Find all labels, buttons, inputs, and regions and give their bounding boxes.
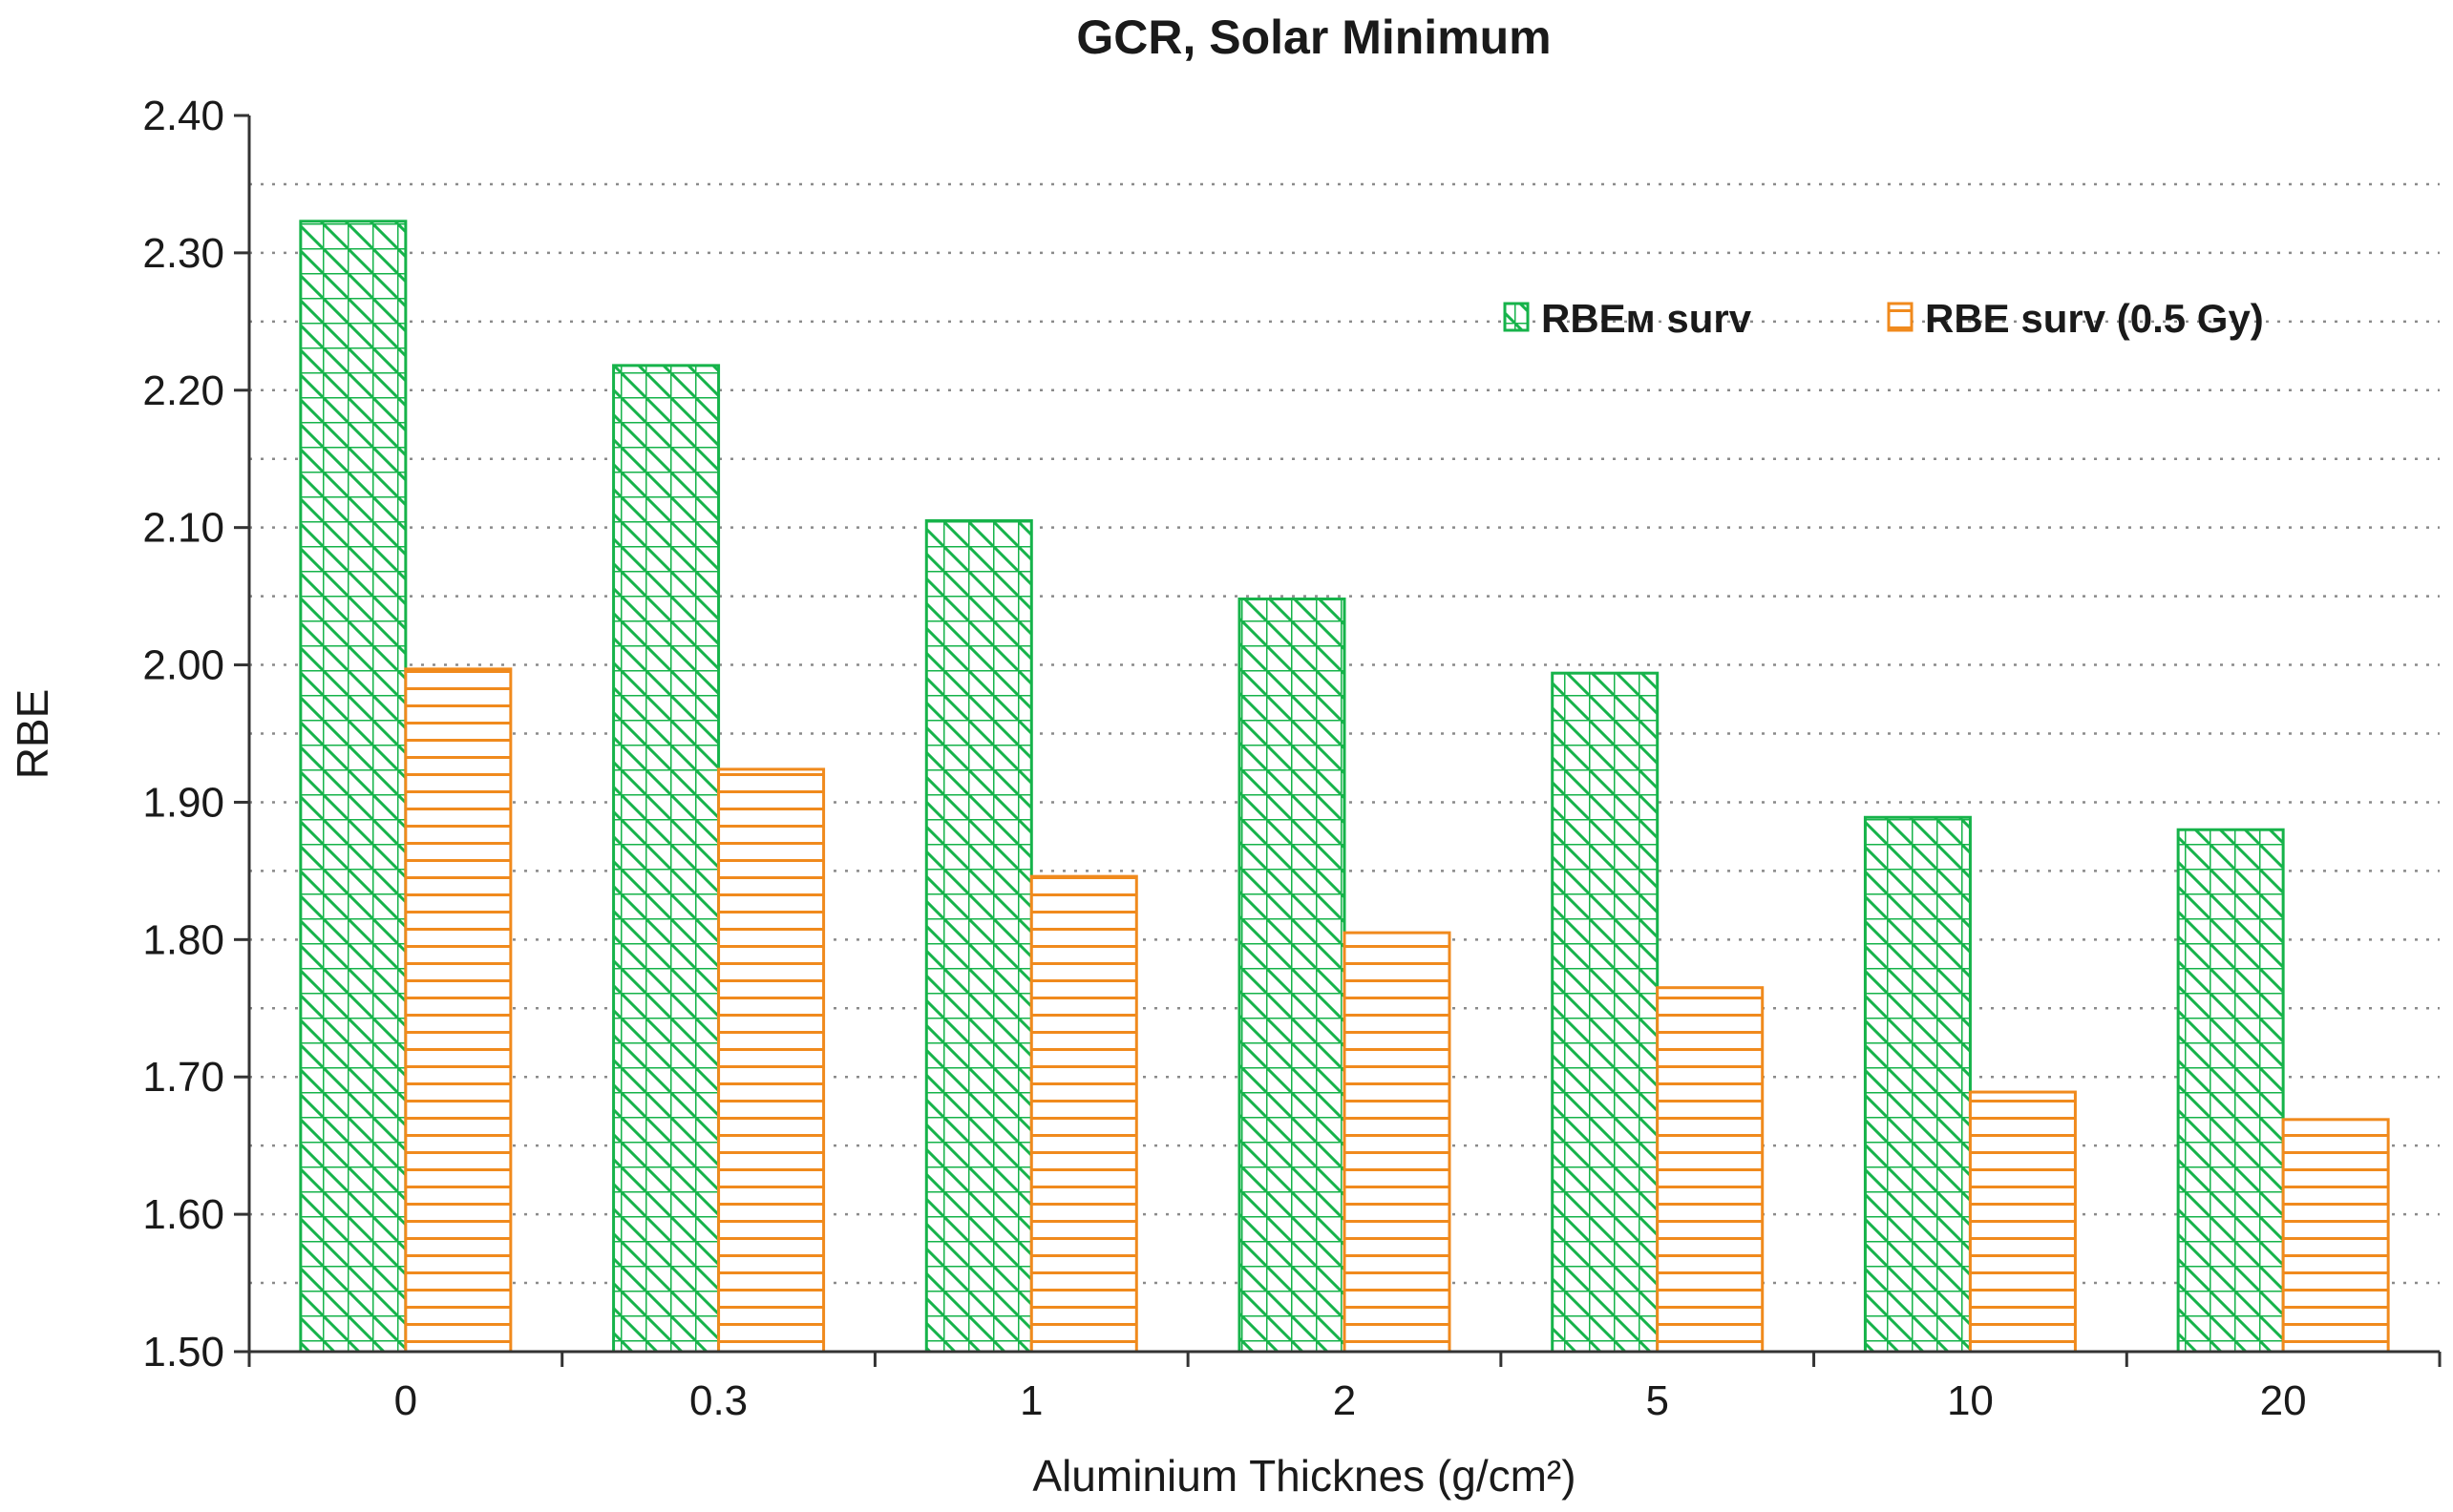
x-tick-label: 2 [1333,1377,1356,1424]
y-tick-label: 2.30 [142,230,224,277]
y-axis-ticks: 1.50 1.60 1.70 1.80 1.90 2.00 2.10 2.20 2.30 2.40 [142,93,249,1376]
legend-label-rbe: RBE surv (0.5 Gy) [1925,296,2264,341]
bar-rbe-surv-05gy [2281,1118,2390,1354]
bar-rbe-surv-05gy [1968,1090,2077,1354]
bar-rbe-surv-05gy [717,767,826,1354]
y-tick-label: 1.50 [142,1329,224,1376]
bar-rbem-surv [1863,815,1972,1354]
x-tick-label: 10 [1947,1377,1994,1424]
x-tick-label: 1 [1020,1377,1043,1424]
chart-title: GCR, Solar Minimum [1076,10,1551,64]
legend-label-rbem: RBEм surv [1541,296,1752,341]
bar-rbem-surv [1237,597,1346,1354]
x-axis-label: Aluminium Thicknes (g/cm²) [1032,1451,1575,1501]
y-tick-label: 1.90 [142,779,224,826]
bars [299,220,2390,1354]
x-tick-label: 20 [2260,1377,2307,1424]
y-tick-label: 2.20 [142,368,224,414]
bar-rbe-surv-05gy [1656,986,1765,1354]
bar-rbem-surv [612,364,721,1354]
y-tick-label: 1.80 [142,916,224,963]
y-tick-label: 2.00 [142,642,224,689]
y-tick-label: 1.60 [142,1191,224,1238]
x-tick-label: 0.3 [689,1377,748,1424]
bar-rbe-surv-05gy [1343,931,1451,1354]
y-tick-label: 2.10 [142,505,224,552]
bar-rbem-surv [299,220,408,1354]
bar-rbem-surv [2176,828,2285,1354]
x-axis-ticks: 0 0.3 1 2 5 10 20 [247,1352,2442,1424]
bar-rbem-surv [1551,671,1660,1354]
bar-rbe-surv-05gy [1029,874,1138,1354]
bar-rbem-surv [924,518,1033,1354]
legend: RBEм surv RBE surv (0.5 Gy) [1503,296,2264,341]
x-tick-label: 5 [1645,1377,1668,1424]
y-tick-label: 1.70 [142,1054,224,1101]
y-tick-label: 2.40 [142,93,224,139]
bar-rbe-surv-05gy [404,667,513,1354]
legend-swatch-rbe [1887,302,1914,332]
y-axis-label: RBE [8,689,57,780]
legend-swatch-rbem [1503,302,1530,332]
x-tick-label: 0 [394,1377,417,1424]
